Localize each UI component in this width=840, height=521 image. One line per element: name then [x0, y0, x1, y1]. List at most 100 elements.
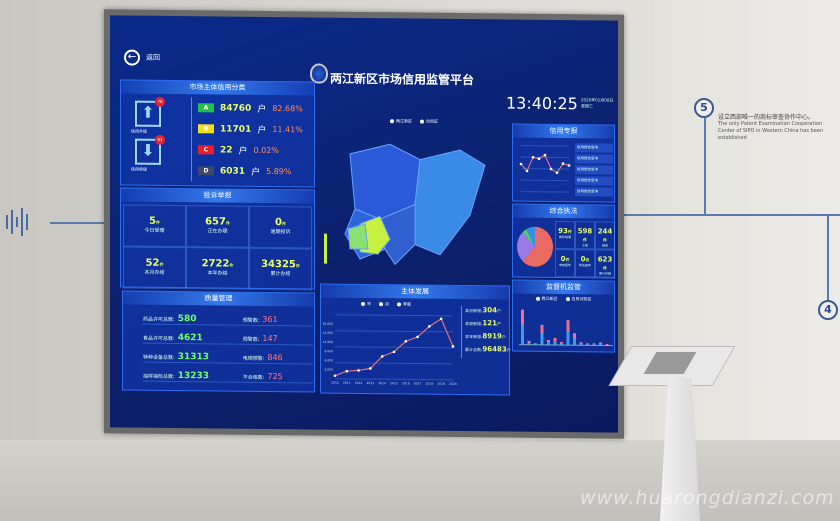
stat-value: 5件	[124, 215, 185, 227]
grade-row[interactable]: B 11701 户 11.41%	[198, 118, 303, 140]
stat-label: 累计总数:	[465, 347, 483, 353]
legend-item[interactable]: 两江新区	[536, 296, 558, 302]
stat-cell[interactable]: 598件 立案	[575, 221, 595, 250]
stat-cell[interactable]: 657件 正在办理	[186, 205, 249, 248]
data-point	[439, 317, 443, 321]
caption-zh: 设立西部唯一的商标审查协作中心。	[718, 114, 815, 121]
y-tick-label: 18,000	[323, 322, 334, 326]
stat-cell[interactable]: 2722件 本年办结	[186, 247, 249, 290]
development-tabs: 年 月 季度	[321, 301, 451, 308]
pie-slice[interactable]	[517, 232, 535, 262]
stat-label: 本年办结	[207, 270, 228, 277]
report-item[interactable]: 信用报告查询	[575, 143, 613, 153]
report-item[interactable]: 信用报告查询	[575, 154, 613, 164]
bar[interactable]	[553, 340, 557, 346]
stat-unit: 件	[583, 237, 587, 243]
stat-value: 598件	[576, 227, 594, 243]
y-tick-label: 3,000	[324, 367, 333, 371]
stat-cell[interactable]: 0件 未结案件	[555, 249, 575, 278]
credit-upgrade-button[interactable]: ⬆ 78	[135, 96, 165, 127]
quality-label: 食品许可总数:	[143, 335, 175, 343]
warning-value: 361	[262, 314, 278, 325]
quality-label: 特种设备总数:	[143, 354, 175, 362]
grade-row[interactable]: A 84760 户 82.68%	[198, 97, 303, 119]
warning-value: 147	[262, 333, 278, 344]
stat-value: 657件	[187, 216, 248, 228]
bar[interactable]	[540, 333, 544, 345]
stat-number: 623	[597, 255, 613, 264]
stat-label: 累计办结	[270, 271, 291, 278]
pie-slice[interactable]	[522, 229, 535, 247]
bar[interactable]	[573, 338, 576, 346]
stat-label: 本月新增:	[465, 308, 483, 314]
report-item[interactable]: 信用报告查询	[575, 187, 613, 197]
grade-count: 6031	[220, 165, 246, 177]
stat-cell[interactable]: 0件 逾期投诉	[249, 205, 312, 249]
stat-label: 正在办理	[207, 228, 228, 235]
map-region[interactable]	[414, 149, 486, 256]
stat-unit: 件	[229, 262, 234, 268]
stat-cell[interactable]: 34325件 累计办结	[249, 247, 312, 291]
stat-cell[interactable]: 623件 累计办结	[595, 249, 615, 278]
stat-cell[interactable]: 52件 本月办结	[123, 246, 186, 290]
tab-month[interactable]: 月	[379, 301, 389, 307]
stat-cell[interactable]: 244件 结案	[595, 221, 615, 250]
tab-year[interactable]: 年	[361, 301, 371, 307]
grade-unit: 户	[257, 125, 267, 136]
report-item[interactable]: 信用报告查询	[575, 165, 613, 175]
x-tick-label: 2013	[367, 381, 375, 385]
pie-slice[interactable]	[526, 226, 535, 247]
stat-label: 本年新增:	[465, 334, 483, 340]
y-tick-label: 9,000	[324, 349, 333, 353]
report-item[interactable]: 信用报告查询	[575, 176, 613, 186]
stat-unit: 户	[496, 308, 501, 314]
panel-title: 监督机监管	[513, 280, 614, 295]
panel-title: 投诉举报	[121, 188, 314, 204]
development-stat: 本周新增:121户	[465, 319, 511, 327]
stat-cell[interactable]: 93件 案件线索	[555, 221, 575, 250]
quality-label: 抽样抽检总数:	[143, 373, 175, 381]
map-panel: 两江新区 自贸区	[320, 114, 508, 284]
development-stat: 本年新增:8919户	[465, 332, 511, 340]
credit-downgrade-button[interactable]: ⬇ 63	[135, 134, 165, 165]
data-point	[380, 355, 384, 358]
warning-value: 846	[267, 352, 283, 363]
legend-item[interactable]: 自贸试验区	[566, 296, 592, 302]
wall-caption: 设立西部唯一的商标审查协作中心。 The only Patent Examinat…	[718, 114, 836, 142]
back-button[interactable]: ← 返回	[124, 49, 160, 66]
gridline	[521, 145, 569, 147]
report-list: 信用报告查询 信用报告查询 信用报告查询 信用报告查询 信用报告查询	[575, 143, 613, 198]
quality-label: 药品许可总数:	[143, 316, 175, 324]
stat-cell[interactable]: 0件 移送案件	[575, 249, 595, 278]
gridline	[335, 362, 453, 365]
map-region[interactable]	[347, 223, 369, 250]
quality-row: 特种设备总数: 31313 电梯预警: 846	[143, 351, 313, 365]
bar[interactable]	[547, 341, 550, 345]
step-4-marker: 4	[818, 300, 838, 320]
data-point	[543, 153, 547, 157]
quality-row: 药品许可总数: 580 预警数: 361	[143, 313, 313, 327]
grade-row[interactable]: D 6031 户 5.89%	[198, 160, 303, 182]
quality-panel: 质量管理 药品许可总数: 580 预警数: 361 食品许可总数: 4621 预警数: 147…	[122, 290, 315, 393]
grade-count: 11701	[220, 123, 252, 135]
data-point	[333, 374, 337, 377]
stat-label: 立案	[581, 243, 588, 248]
gridline	[521, 191, 569, 193]
data-point	[451, 345, 455, 348]
stat-value: 52件	[124, 257, 185, 269]
stat-value: 623件	[596, 255, 614, 271]
bar[interactable]	[521, 324, 524, 345]
data-point	[525, 169, 529, 173]
timeline-line	[827, 214, 829, 302]
back-label: 返回	[146, 53, 160, 62]
quality-row: 抽样抽检总数: 13233 不合格数: 725	[143, 370, 313, 384]
grade-row[interactable]: C 22 户 0.02%	[198, 139, 303, 161]
tab-quarter[interactable]: 季度	[397, 301, 411, 307]
stat-cell[interactable]: 5件 今日受理	[123, 204, 186, 248]
bar[interactable]	[566, 331, 570, 346]
stat-unit: 户	[501, 334, 506, 340]
y-tick-label: 12,000	[323, 340, 334, 344]
pie-slice[interactable]	[522, 226, 553, 267]
map-scale-bar	[324, 233, 327, 264]
arrow-left-icon: ←	[124, 49, 140, 66]
